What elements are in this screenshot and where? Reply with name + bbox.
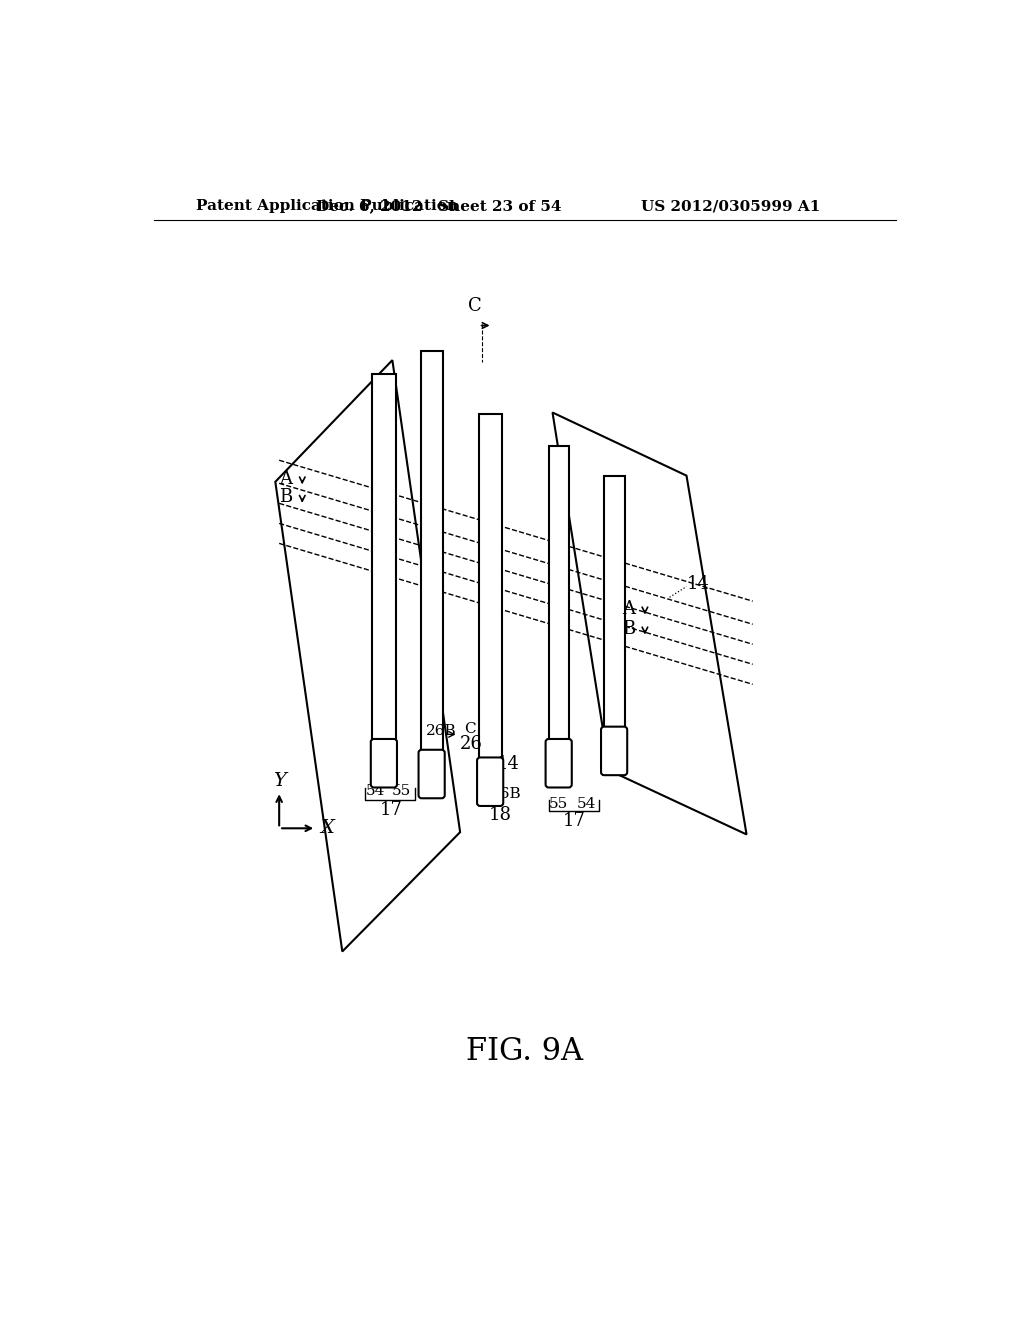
Polygon shape [553, 412, 746, 834]
Text: 26: 26 [460, 735, 483, 752]
Text: X: X [319, 820, 334, 837]
Polygon shape [604, 475, 625, 730]
Text: 26B: 26B [426, 723, 456, 738]
Text: Patent Application Publication: Patent Application Publication [196, 199, 458, 213]
Text: 55: 55 [392, 784, 412, 799]
Text: C: C [468, 297, 481, 314]
Text: B: B [622, 620, 635, 638]
Text: 14: 14 [497, 755, 519, 772]
Text: 54: 54 [366, 784, 385, 799]
FancyBboxPatch shape [477, 758, 503, 807]
Text: Dec. 6, 2012   Sheet 23 of 54: Dec. 6, 2012 Sheet 23 of 54 [315, 199, 561, 213]
Text: 18: 18 [421, 760, 443, 777]
Polygon shape [421, 351, 443, 752]
Text: A: A [622, 599, 635, 618]
Text: 54: 54 [577, 797, 596, 810]
Text: C: C [464, 722, 475, 737]
Polygon shape [275, 360, 460, 952]
Text: FIG. 9A: FIG. 9A [466, 1036, 584, 1067]
Text: 17: 17 [379, 801, 402, 818]
Text: 17: 17 [562, 812, 586, 830]
Polygon shape [372, 374, 396, 742]
Text: 55: 55 [549, 797, 568, 810]
Text: B: B [279, 488, 292, 506]
Polygon shape [478, 414, 502, 760]
FancyBboxPatch shape [546, 739, 571, 788]
Text: 18: 18 [488, 807, 512, 824]
Text: US 2012/0305999 A1: US 2012/0305999 A1 [641, 199, 821, 213]
Text: 26B: 26B [490, 788, 521, 801]
FancyBboxPatch shape [371, 739, 397, 788]
Text: Y: Y [272, 772, 286, 789]
FancyBboxPatch shape [601, 726, 628, 775]
Text: 14: 14 [686, 576, 710, 593]
Text: A: A [280, 470, 292, 487]
FancyBboxPatch shape [419, 750, 444, 799]
Polygon shape [549, 446, 569, 742]
